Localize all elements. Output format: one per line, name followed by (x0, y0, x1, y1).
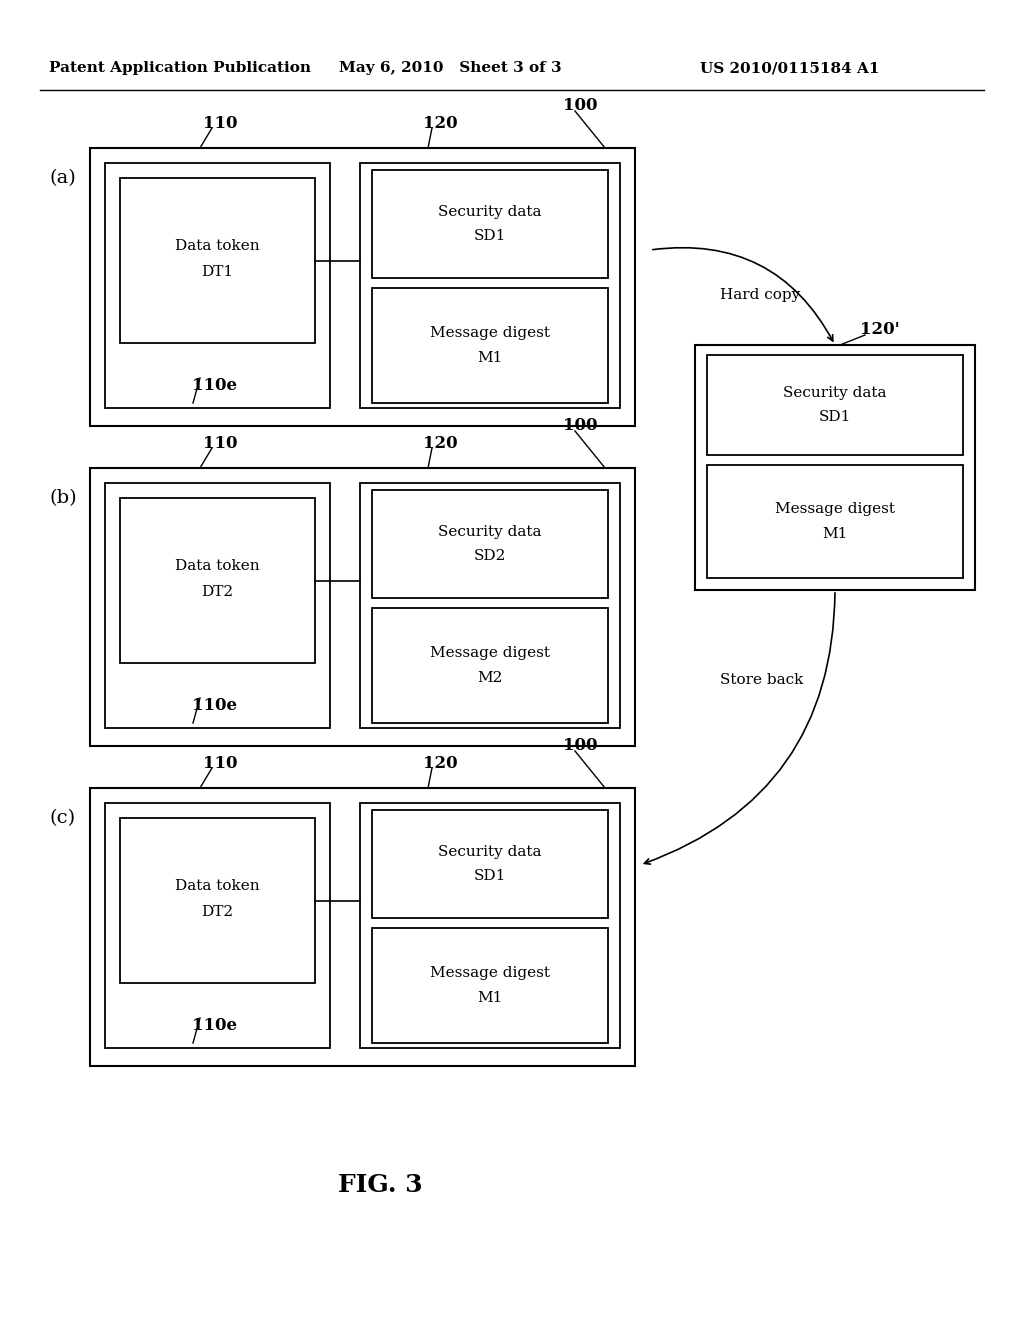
Bar (90, 469, 635, 746)
Bar (105, 483, 330, 729)
Text: Message digest: Message digest (775, 503, 895, 516)
Text: M1: M1 (822, 527, 848, 540)
Bar (90, 148, 635, 426)
Text: Message digest: Message digest (430, 966, 550, 981)
Text: 110e: 110e (193, 697, 238, 714)
Text: DT1: DT1 (202, 265, 233, 280)
Text: 120': 120' (860, 322, 900, 338)
Text: 110: 110 (203, 434, 238, 451)
Text: 100: 100 (563, 738, 597, 755)
Bar (372, 288, 608, 403)
Text: 110: 110 (203, 115, 238, 132)
Text: M1: M1 (477, 990, 503, 1005)
Text: SD2: SD2 (474, 549, 506, 564)
Text: US 2010/0115184 A1: US 2010/0115184 A1 (700, 61, 880, 75)
Text: SD1: SD1 (819, 411, 851, 424)
Text: Store back: Store back (720, 673, 804, 686)
Text: (a): (a) (49, 169, 77, 187)
Bar (372, 490, 608, 598)
Text: Security data: Security data (438, 845, 542, 859)
Bar (695, 345, 975, 590)
Text: Message digest: Message digest (430, 647, 550, 660)
Bar (120, 818, 315, 983)
Text: SD1: SD1 (474, 228, 506, 243)
Text: (c): (c) (50, 809, 76, 828)
Text: Message digest: Message digest (430, 326, 550, 341)
Bar (90, 788, 635, 1067)
Text: 100: 100 (563, 417, 597, 434)
Text: Data token: Data token (175, 558, 260, 573)
Text: 120: 120 (423, 115, 458, 132)
Bar (360, 162, 620, 408)
Text: M2: M2 (477, 671, 503, 685)
Text: Data token: Data token (175, 879, 260, 892)
Text: Hard copy: Hard copy (720, 288, 800, 302)
Text: SD1: SD1 (474, 869, 506, 883)
Text: Security data: Security data (438, 525, 542, 539)
Text: Security data: Security data (438, 205, 542, 219)
Bar (372, 928, 608, 1043)
Bar (105, 162, 330, 408)
Bar (372, 810, 608, 917)
Text: (b): (b) (49, 488, 77, 507)
Bar (120, 178, 315, 343)
Bar (707, 465, 963, 578)
Text: 100: 100 (563, 98, 597, 115)
Text: 110: 110 (203, 755, 238, 771)
Text: FIG. 3: FIG. 3 (338, 1173, 422, 1197)
Text: May 6, 2010   Sheet 3 of 3: May 6, 2010 Sheet 3 of 3 (339, 61, 561, 75)
Text: DT2: DT2 (202, 906, 233, 920)
Bar (360, 483, 620, 729)
Text: M1: M1 (477, 351, 503, 364)
Text: Data token: Data token (175, 239, 260, 252)
Bar (707, 355, 963, 455)
Text: Patent Application Publication: Patent Application Publication (49, 61, 311, 75)
Text: 110e: 110e (193, 378, 238, 395)
Text: DT2: DT2 (202, 586, 233, 599)
Text: 110e: 110e (193, 1018, 238, 1035)
Text: 120: 120 (423, 434, 458, 451)
Bar (105, 803, 330, 1048)
Bar (360, 803, 620, 1048)
Bar (372, 170, 608, 279)
Bar (372, 609, 608, 723)
Text: 120: 120 (423, 755, 458, 771)
Bar (120, 498, 315, 663)
Text: Security data: Security data (783, 385, 887, 400)
